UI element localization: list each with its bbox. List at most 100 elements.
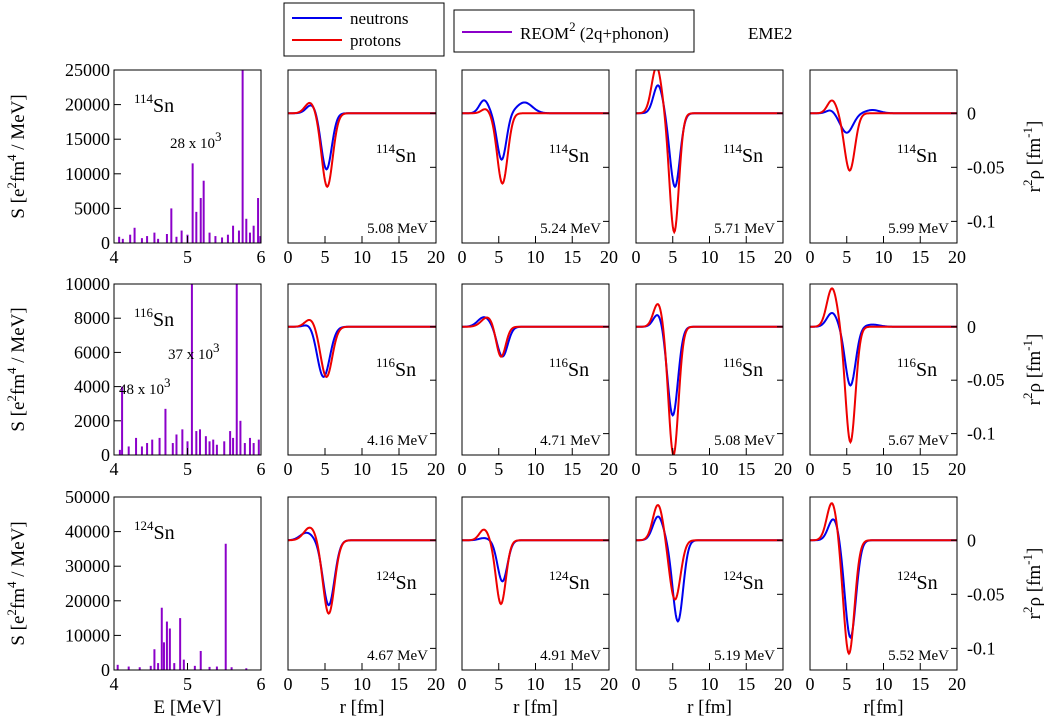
legend-box-species (283, 2, 445, 57)
strength-xtick-label: 6 (257, 674, 266, 694)
strength-bars (116, 543, 248, 670)
density-xtick-label: 10 (353, 247, 371, 267)
density-xtick-label: 0 (458, 247, 467, 267)
density-ytick-label: -0.05 (967, 157, 1005, 177)
strength-ytick-label: 30000 (65, 556, 110, 576)
density-protons-line (810, 99, 957, 172)
strength-xtick-label: 5 (183, 247, 192, 267)
density-energy-label: 5.08 MeV (714, 433, 775, 449)
density-neutrons-line (288, 531, 436, 607)
density-xtick-label: 20 (948, 674, 966, 694)
density-curves (636, 303, 783, 455)
strength-xtick-label: 4 (110, 459, 119, 479)
density-ylabel: r2ρ [fm-1] (1020, 121, 1045, 193)
density-energy-label: 5.99 MeV (888, 221, 949, 237)
density-xtick-label: 5 (494, 459, 503, 479)
density-curves (636, 70, 783, 235)
density-xtick-label: 5 (668, 459, 677, 479)
density-ytick-label: -0.05 (967, 370, 1005, 390)
density-xtick-label: 0 (458, 674, 467, 694)
density-xtick-label: 15 (737, 674, 755, 694)
strength-nucleus-label: 116Sn (134, 305, 174, 331)
density-xtick-label: 20 (948, 247, 966, 267)
density-xtick-label: 20 (427, 247, 445, 267)
density-xtick-label: 10 (527, 459, 545, 479)
density-curves (462, 99, 609, 185)
density-xtick-label: 15 (563, 247, 581, 267)
strength-ytick-label: 4000 (74, 377, 110, 397)
density-nucleus-label: 116Sn (549, 355, 589, 381)
strength-ytick-label: 10000 (65, 164, 110, 184)
density-energy-label: 5.19 MeV (714, 648, 775, 664)
legend-label-eme2: EME2 (748, 24, 792, 43)
strength-ytick-label: 20000 (65, 95, 110, 115)
density-protons-line (288, 101, 436, 189)
density-xtick-label: 0 (284, 247, 293, 267)
density-xtick-label: 15 (390, 247, 408, 267)
density-energy-label: 4.16 MeV (367, 433, 428, 449)
density-xtick-label: 10 (875, 459, 893, 479)
density-nucleus-label: 124Sn (376, 568, 417, 594)
strength-xlabel: E [MeV] (153, 697, 221, 718)
density-xtick-label: 0 (806, 247, 815, 267)
density-ylabel: r2ρ [fm-1] (1020, 548, 1045, 620)
strength-ytick-label: 0 (101, 445, 110, 465)
density-xtick-label: 5 (668, 247, 677, 267)
density-xtick-label: 15 (737, 459, 755, 479)
density-curves (810, 502, 957, 656)
density-xtick-label: 5 (494, 247, 503, 267)
strength-xtick-label: 5 (183, 674, 192, 694)
density-energy-label: 4.91 MeV (540, 648, 601, 664)
density-energy-label: 4.71 MeV (540, 433, 601, 449)
density-energy-label: 4.67 MeV (367, 648, 428, 664)
density-xtick-label: 10 (527, 247, 545, 267)
strength-ytick-label: 2000 (74, 411, 110, 431)
density-nucleus-label: 116Sn (376, 355, 416, 381)
strength-xtick-label: 4 (110, 247, 119, 267)
density-xtick-label: 20 (948, 459, 966, 479)
density-xtick-label: 10 (353, 674, 371, 694)
density-xtick-label: 10 (701, 674, 719, 694)
density-curves (462, 316, 609, 358)
density-protons-line (636, 303, 783, 455)
strength-xtick-label: 6 (257, 247, 266, 267)
density-xtick-label: 0 (284, 459, 293, 479)
density-nucleus-label: 124Sn (723, 568, 764, 594)
density-xtick-label: 10 (353, 459, 371, 479)
density-xtick-label: 0 (632, 247, 641, 267)
density-xtick-label: 20 (600, 247, 618, 267)
density-protons-line (810, 287, 957, 445)
density-energy-label: 5.08 MeV (367, 221, 428, 237)
strength-ytick-label: 40000 (65, 522, 110, 542)
strength-ylabel: S [e2fm4 / MeV] (4, 521, 29, 645)
density-xtick-label: 20 (427, 674, 445, 694)
density-xlabel: r [fm] (687, 697, 732, 718)
density-xtick-label: 10 (701, 459, 719, 479)
density-xtick-label: 0 (632, 674, 641, 694)
density-xtick-label: 10 (527, 674, 545, 694)
density-nucleus-label: 114Sn (376, 141, 416, 167)
strength-ytick-label: 0 (101, 233, 110, 253)
strength-xtick-label: 4 (110, 674, 119, 694)
density-protons-line (636, 70, 783, 235)
density-xtick-label: 0 (458, 459, 467, 479)
density-ytick-label: 0 (967, 317, 976, 337)
density-curves (288, 318, 436, 379)
density-xtick-label: 5 (321, 674, 330, 694)
density-nucleus-label: 124Sn (549, 568, 590, 594)
strength-bars (118, 70, 261, 243)
density-nucleus-label: 114Sn (897, 141, 937, 167)
legend: neutrons protons REOM2 (2q+phonon) EME2 (283, 2, 792, 57)
density-xtick-label: 15 (390, 459, 408, 479)
strength-annotation: 28 x 103 (170, 129, 222, 152)
strength-ytick-label: 15000 (65, 129, 110, 149)
density-xtick-label: 5 (842, 459, 851, 479)
density-xlabel: r [fm] (340, 697, 385, 718)
density-energy-label: 5.67 MeV (888, 433, 949, 449)
density-ytick-label: 0 (967, 530, 976, 550)
legend-label-reom: REOM2 (2q+phonon) (520, 19, 669, 43)
density-xtick-label: 15 (563, 459, 581, 479)
density-xtick-label: 15 (911, 247, 929, 267)
density-xtick-label: 5 (321, 247, 330, 267)
